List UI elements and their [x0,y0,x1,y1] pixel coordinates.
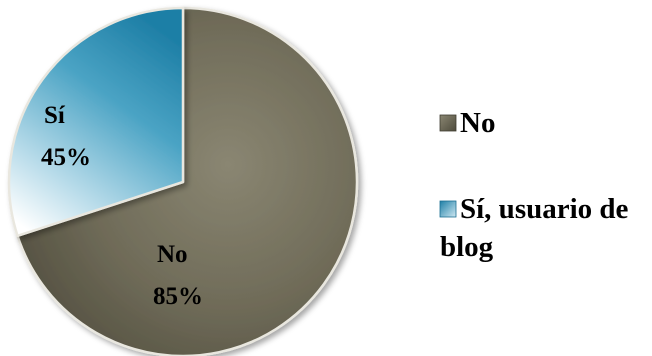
legend-label-si-line1: Sí, usuario de [460,193,629,225]
legend-label-no: No [460,107,495,139]
slice-label-si-percent: 45% [41,144,91,171]
slice-label-si-name: Sí [44,102,66,129]
pie-slice-si [7,6,185,238]
legend: No Sí, usuario de blog [439,107,629,263]
slice-label-no-percent: 85% [153,283,203,310]
legend-label-si-line2: blog [440,231,494,263]
pie-slice-no [16,6,359,356]
legend-swatch-si [439,200,457,218]
legend-swatch-no [439,114,457,132]
pie-slices [7,6,359,356]
slice-label-no-name: No [157,241,188,268]
